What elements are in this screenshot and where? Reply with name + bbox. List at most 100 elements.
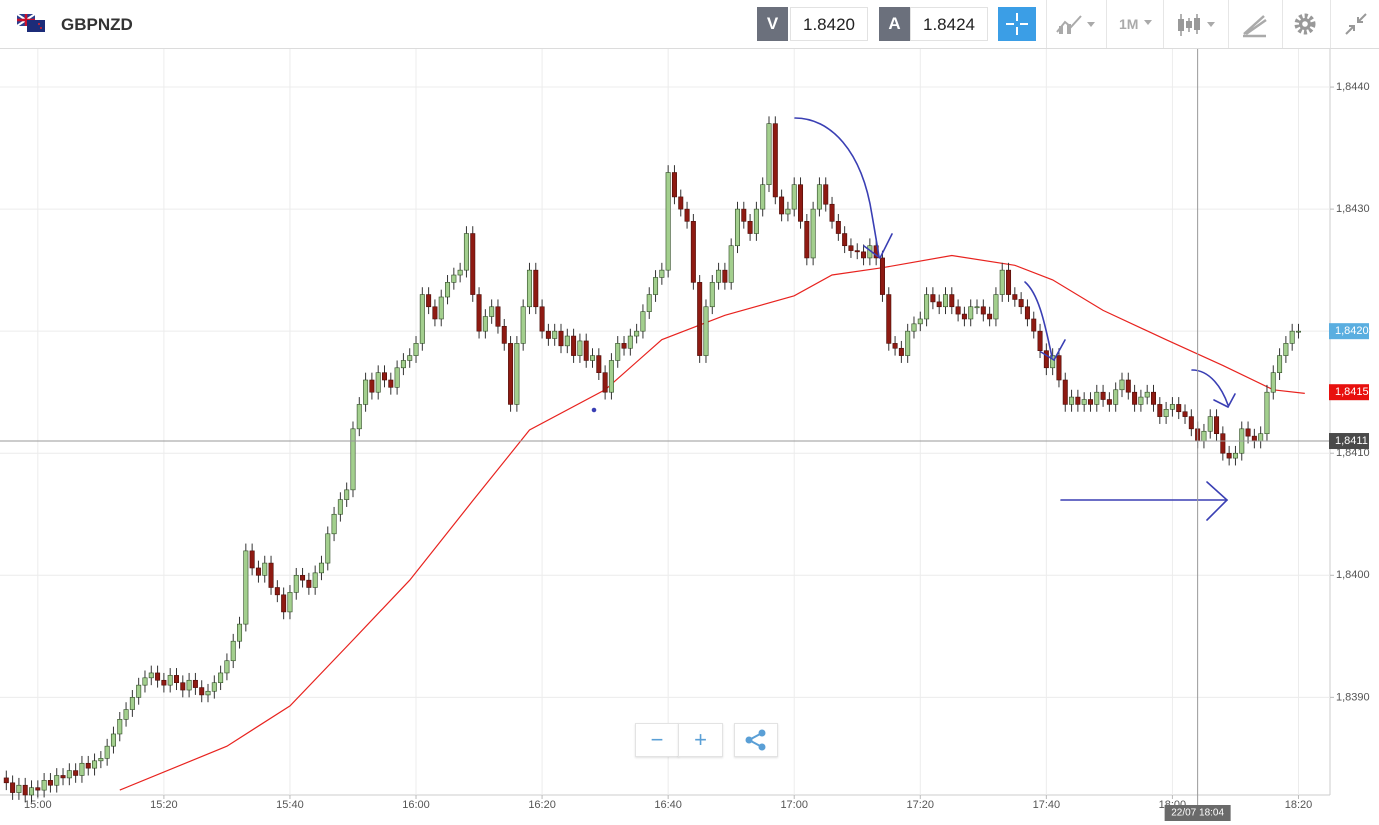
candle-body: [552, 330, 558, 339]
candle-body: [47, 780, 53, 786]
candle-body: [829, 203, 835, 222]
ask-label[interactable]: A: [879, 7, 910, 41]
candle-body: [1012, 294, 1018, 300]
candle-body: [886, 294, 892, 344]
candle-body: [92, 760, 98, 769]
candle-body: [35, 787, 41, 791]
candle-body: [180, 682, 186, 691]
candle-body: [1207, 416, 1213, 432]
x-tick-label: 16:20: [528, 799, 556, 811]
candle-style-button[interactable]: [1175, 10, 1225, 40]
crosshair-x-label: 22/07 18:04: [1171, 808, 1224, 819]
draw-tool-button[interactable]: [1240, 10, 1270, 40]
candle-body: [1220, 433, 1226, 454]
price-tag: [1329, 384, 1369, 401]
separator: [1330, 0, 1331, 48]
candle-body: [1151, 391, 1157, 405]
candle-body: [659, 269, 665, 278]
candle-body: [1264, 391, 1270, 435]
candle-body: [426, 294, 432, 308]
candle-body: [1062, 379, 1068, 405]
candle-body: [842, 233, 848, 247]
flag-icon: [17, 14, 45, 32]
candle-body: [1295, 330, 1301, 333]
candle-body: [1050, 355, 1056, 369]
candle-body: [772, 123, 778, 198]
chart-type-button[interactable]: [1053, 10, 1103, 40]
candle-body: [602, 372, 608, 393]
share-button[interactable]: [734, 723, 778, 757]
candle-body: [1043, 350, 1049, 369]
candle-body: [142, 677, 148, 686]
candle-body: [703, 306, 709, 356]
fullscreen-button[interactable]: [1342, 10, 1372, 40]
candle-body: [41, 780, 47, 791]
candle-body: [186, 679, 192, 691]
annotation-arrow-head: [1206, 481, 1229, 521]
candle-body: [779, 196, 785, 215]
bid-label[interactable]: V: [757, 7, 788, 41]
candle-body: [224, 660, 230, 674]
candle-body: [1144, 391, 1150, 398]
candle-body: [3, 777, 9, 784]
candle-body: [318, 562, 324, 574]
crosshair-x-box: [1164, 805, 1231, 821]
candle-body: [369, 379, 375, 393]
zoom-out-button[interactable]: −: [635, 723, 679, 757]
candle-body: [577, 340, 583, 356]
candle-body: [760, 184, 766, 210]
price-tags: 1,8420 1,8415: [1329, 323, 1369, 401]
candle-body: [1113, 389, 1119, 405]
y-tick-label: 1,8430: [1336, 203, 1370, 215]
candle-body: [1277, 355, 1283, 373]
candle-body: [1289, 330, 1295, 344]
candle-body: [1075, 396, 1081, 405]
separator: [1106, 0, 1107, 48]
candle-body: [148, 672, 154, 679]
candle-body: [798, 184, 804, 222]
candle-body: [287, 592, 293, 613]
annotation-arrow-head: [1213, 393, 1236, 409]
separator: [1228, 0, 1229, 48]
candle-body: [1270, 372, 1276, 393]
candle-body: [262, 562, 268, 576]
candle-body: [445, 282, 451, 298]
timeframe[interactable]: 1M: [1119, 16, 1139, 32]
candle-body: [1024, 306, 1030, 320]
candle-body: [173, 675, 179, 684]
candle-body: [110, 733, 116, 747]
bid-price[interactable]: 1.8420: [790, 7, 868, 41]
candle-body: [281, 594, 287, 613]
candle-body: [1201, 430, 1207, 442]
candle-body: [394, 367, 400, 388]
x-tick-label: 16:40: [654, 799, 682, 811]
candle-body: [753, 208, 759, 234]
candle-body: [1018, 299, 1024, 308]
price-tag-label: 1,8420: [1335, 325, 1369, 337]
candle-body: [564, 335, 570, 347]
x-tick-label: 15:00: [24, 799, 52, 811]
candle-body: [905, 330, 911, 356]
candle-body: [678, 196, 684, 210]
candle-body: [419, 294, 425, 344]
annotation-arrow: [794, 117, 880, 258]
candle-body: [237, 623, 243, 642]
ask-price[interactable]: 1.8424: [910, 7, 988, 41]
candle-body: [1245, 428, 1251, 437]
candle-body: [848, 245, 854, 251]
candle-body: [199, 687, 205, 696]
candle-body: [476, 294, 482, 332]
candle-body: [1037, 330, 1043, 352]
candle-body: [653, 277, 659, 295]
candle-body: [79, 762, 85, 776]
zoom-in-button[interactable]: +: [678, 723, 723, 757]
candle-body: [823, 184, 829, 205]
candle-body: [501, 325, 507, 344]
candle-body: [545, 330, 551, 339]
settings-button[interactable]: [1290, 10, 1320, 40]
candle-body: [1069, 396, 1075, 405]
y-tick-label: 1,8400: [1336, 569, 1370, 581]
crosshair-button[interactable]: [998, 7, 1036, 41]
candle-body: [999, 269, 1005, 295]
